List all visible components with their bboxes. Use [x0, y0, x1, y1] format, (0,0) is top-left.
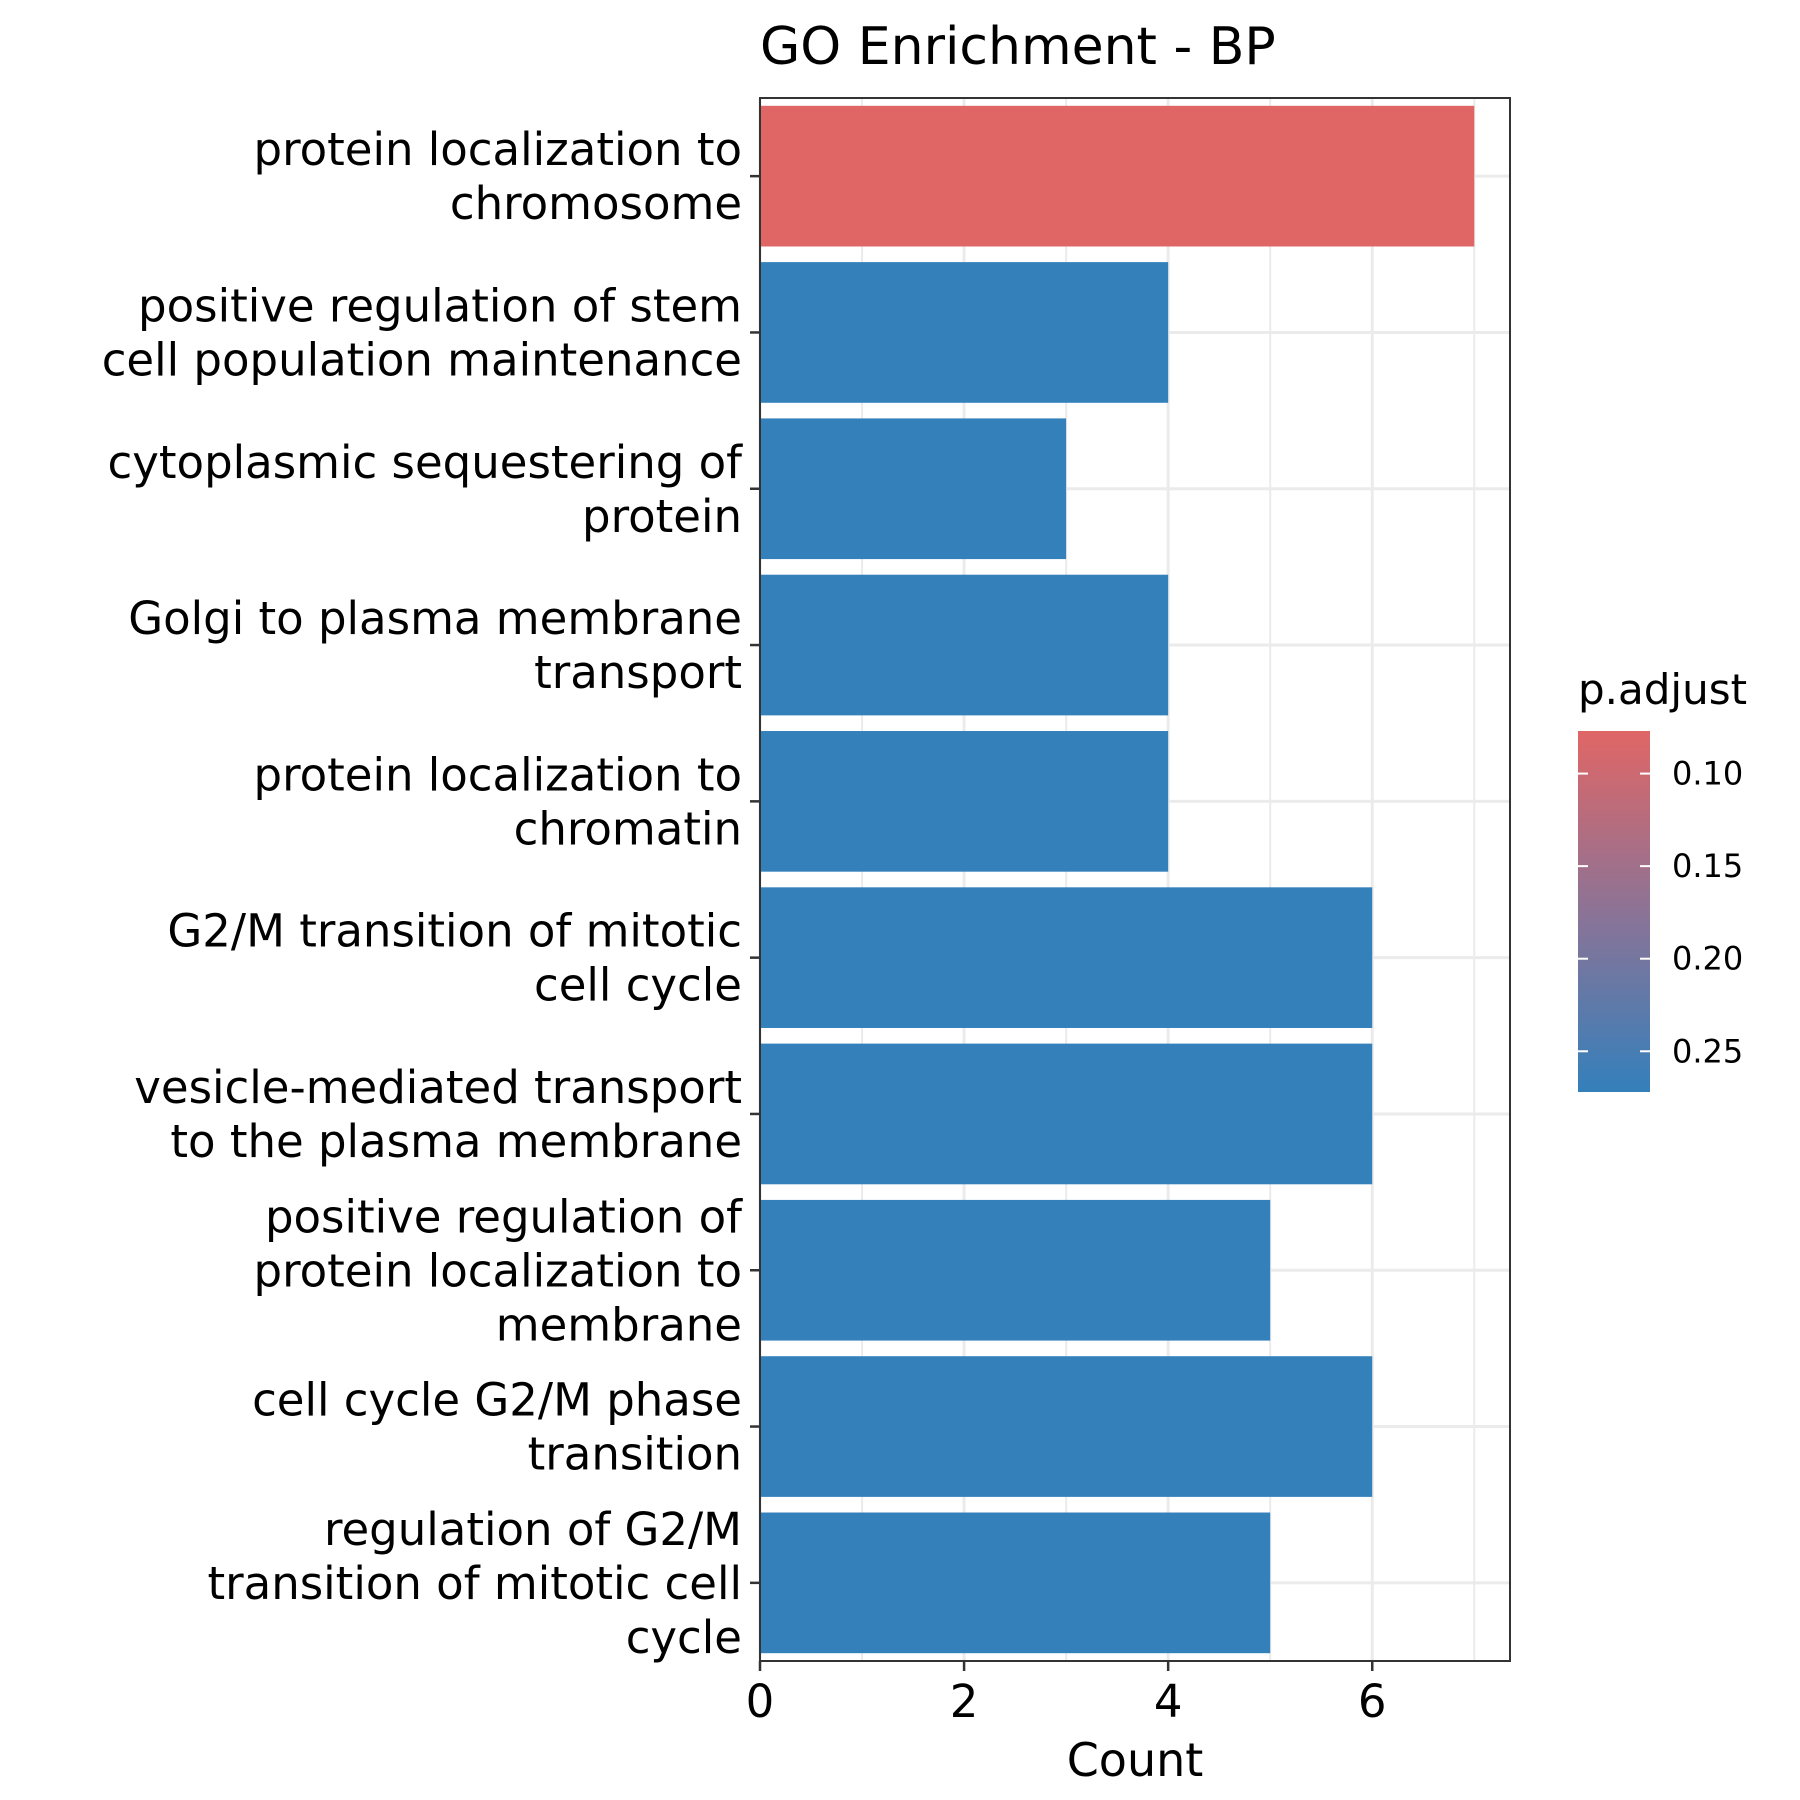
y-tick-label-line: cycle [626, 1611, 742, 1664]
legend-ticks: 0.10 0.15 0.20 0.25 [1578, 755, 1743, 1070]
x-axis: 0 2 4 6 [746, 1661, 1387, 1728]
y-tick-label-line: protein localization to [254, 1244, 743, 1297]
legend-title: p.adjust [1578, 665, 1747, 714]
y-tick-label-line: chromosome [450, 177, 742, 230]
y-tick-label-line: protein [582, 490, 742, 543]
chart-title: GO Enrichment - BP [760, 17, 1276, 77]
x-tick-label: 4 [1154, 1675, 1183, 1728]
bar [760, 731, 1169, 872]
y-tick-label-line: regulation of G2/M [324, 1503, 742, 1556]
legend-tick-label: 0.15 [1672, 847, 1743, 885]
y-tick-label-line: to the plasma membrane [170, 1115, 742, 1168]
bar [760, 1512, 1271, 1654]
y-tick-label-line: positive regulation of stem [138, 279, 742, 332]
x-tick-label: 6 [1358, 1675, 1387, 1728]
y-tick-label-line: G2/M transition of mitotic [167, 905, 742, 958]
legend-colorbar [1578, 731, 1650, 1092]
legend-tick-label: 0.10 [1672, 755, 1743, 793]
bar [760, 1356, 1373, 1497]
y-tick-label-line: Golgi to plasma membrane [128, 592, 742, 645]
y-axis: protein localization to chromosomepositiv… [102, 123, 760, 1664]
legend-tick-label: 0.25 [1672, 1032, 1743, 1070]
y-tick-label: protein localization to chromatin [254, 748, 743, 855]
y-tick-label-line: cell population maintenance [102, 333, 742, 386]
bar [760, 262, 1169, 403]
y-tick-label: cell cycle G2/M phase transition [252, 1374, 742, 1481]
bar [760, 418, 1067, 560]
bar [760, 1199, 1271, 1341]
y-tick-label: G2/M transition of mitotic cell cycle [167, 905, 742, 1012]
y-tick-label-line: protein localization to [254, 748, 743, 801]
y-tick-label: positive regulation of protein localizati… [254, 1190, 744, 1351]
bars [760, 105, 1475, 1654]
y-tick-label-line: cell cycle G2/M phase [252, 1374, 742, 1427]
y-tick-label-line: transition of mitotic cell [207, 1557, 742, 1610]
legend-tick-label: 0.20 [1672, 940, 1743, 978]
y-tick-label-line: protein localization to [254, 123, 743, 176]
y-tick-label: vesicle-mediated transport to the plasma … [134, 1061, 742, 1168]
legend: p.adjust 0.10 0.15 0.20 0.25 [1578, 665, 1747, 1092]
y-tick-label-line: cytoplasmic sequestering of [108, 436, 744, 489]
y-tick-label: positive regulation of stem cell populati… [102, 279, 742, 386]
x-tick-label: 0 [746, 1675, 775, 1728]
y-tick-label-line: membrane [496, 1298, 742, 1351]
panel-border [759, 97, 1511, 1662]
bar [760, 105, 1475, 247]
bar [760, 1043, 1373, 1185]
y-tick-label-line: vesicle-mediated transport [134, 1061, 742, 1114]
x-axis-label: Count [1067, 1733, 1204, 1787]
y-tick-label-line: cell cycle [534, 959, 742, 1012]
x-tick-label: 2 [950, 1675, 979, 1728]
y-tick-label-line: positive regulation of [265, 1190, 743, 1243]
y-tick-label: regulation of G2/M transition of mitotic … [207, 1503, 742, 1664]
y-tick-label: Golgi to plasma membrane transport [128, 592, 742, 699]
bar [760, 574, 1169, 716]
y-tick-label-line: transition [528, 1428, 742, 1481]
y-tick-label: cytoplasmic sequestering of protein [108, 436, 744, 543]
y-tick-label-line: transport [534, 646, 742, 699]
bar [760, 887, 1373, 1028]
y-tick-label: protein localization to chromosome [254, 123, 743, 230]
y-tick-label-line: chromatin [514, 802, 742, 855]
